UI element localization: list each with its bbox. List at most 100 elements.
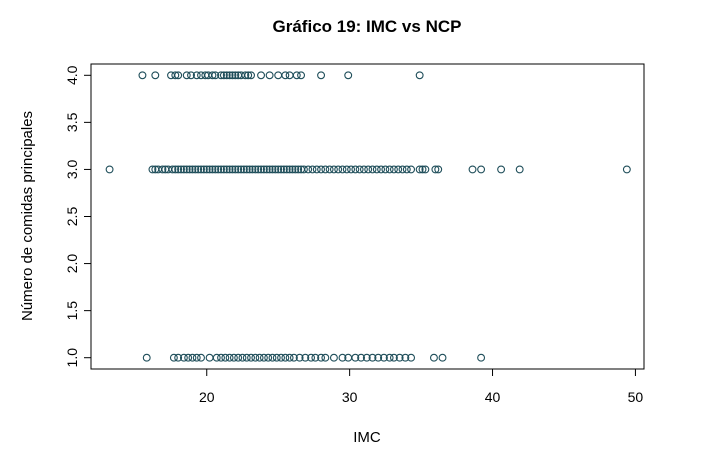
data-point	[179, 165, 188, 174]
data-point	[174, 71, 183, 80]
data-point	[385, 165, 394, 174]
data-point	[268, 165, 277, 174]
data-point	[398, 165, 407, 174]
data-point	[185, 165, 194, 174]
data-point	[239, 165, 248, 174]
data-point	[192, 353, 201, 362]
data-point	[142, 353, 151, 362]
data-point	[197, 165, 205, 174]
data-point	[171, 71, 180, 80]
data-point	[241, 71, 250, 80]
data-point	[184, 353, 193, 362]
data-point	[158, 165, 167, 174]
data-point	[208, 71, 217, 80]
data-point	[259, 353, 268, 362]
data-point	[242, 165, 251, 174]
x-tick-label: 20	[199, 389, 215, 405]
data-point	[177, 165, 185, 174]
data-point	[228, 71, 237, 80]
data-point	[312, 165, 321, 174]
data-point	[291, 165, 300, 174]
data-point	[188, 165, 197, 174]
data-point	[362, 353, 371, 362]
data-point	[259, 165, 268, 174]
data-point	[169, 353, 178, 362]
data-point	[407, 165, 416, 174]
data-point	[317, 71, 326, 80]
data-point	[344, 71, 353, 80]
data-point	[429, 353, 438, 362]
data-point	[389, 165, 398, 174]
data-point	[268, 353, 277, 362]
data-point	[308, 165, 317, 174]
data-point	[225, 353, 234, 362]
data-point	[182, 165, 191, 174]
data-point	[277, 165, 285, 174]
data-point	[264, 353, 273, 362]
y-tick-label: 3.0	[64, 159, 80, 179]
data-point	[238, 353, 247, 362]
data-point	[237, 165, 245, 174]
data-point	[194, 165, 203, 174]
data-point	[282, 165, 291, 174]
data-point	[265, 71, 274, 80]
data-point	[317, 353, 326, 362]
y-tick-label: 1.5	[64, 301, 80, 321]
data-point	[311, 353, 320, 362]
data-point	[299, 165, 308, 174]
data-point	[374, 353, 383, 362]
data-point	[248, 165, 257, 174]
data-point	[199, 165, 208, 174]
data-point	[285, 165, 294, 174]
data-point	[219, 71, 228, 80]
data-point	[222, 71, 231, 80]
x-axis: 20 30 40 50	[199, 369, 643, 405]
data-point	[295, 353, 304, 362]
data-point	[297, 71, 306, 80]
data-point	[468, 165, 477, 174]
data-point	[321, 165, 330, 174]
data-point	[329, 165, 338, 174]
data-point	[247, 71, 255, 80]
data-point	[368, 353, 377, 362]
data-point	[211, 71, 220, 80]
data-point	[105, 165, 114, 174]
chart-title: Gráfico 19: IMC vs NCP	[273, 17, 462, 36]
data-point	[359, 165, 368, 174]
data-point	[368, 165, 377, 174]
data-point	[347, 165, 356, 174]
data-point	[285, 71, 294, 80]
data-point	[202, 165, 211, 174]
data-point	[281, 71, 290, 80]
data-point	[477, 165, 486, 174]
data-point	[285, 353, 294, 362]
data-point	[251, 165, 260, 174]
data-point	[168, 165, 177, 174]
data-point	[221, 353, 230, 362]
data-point	[217, 71, 225, 80]
data-point	[191, 165, 200, 174]
data-point	[334, 165, 343, 174]
data-point	[265, 165, 274, 174]
data-point	[217, 353, 225, 362]
data-point	[271, 165, 280, 174]
data-point	[434, 165, 443, 174]
data-point	[251, 353, 260, 362]
data-point	[228, 165, 237, 174]
data-point	[438, 353, 447, 362]
data-point	[242, 353, 251, 362]
data-point	[401, 353, 410, 362]
y-tick-label: 2.0	[64, 254, 80, 274]
data-point	[288, 165, 297, 174]
data-point	[317, 165, 326, 174]
y-tick-label: 4.0	[64, 65, 80, 85]
data-points	[105, 71, 631, 362]
y-tick-label: 1.0	[64, 348, 80, 368]
data-point	[231, 71, 240, 80]
data-point	[205, 353, 214, 362]
data-point	[244, 71, 253, 80]
data-point	[515, 165, 524, 174]
data-point	[497, 165, 506, 174]
data-point	[292, 71, 301, 80]
data-point	[622, 165, 631, 174]
